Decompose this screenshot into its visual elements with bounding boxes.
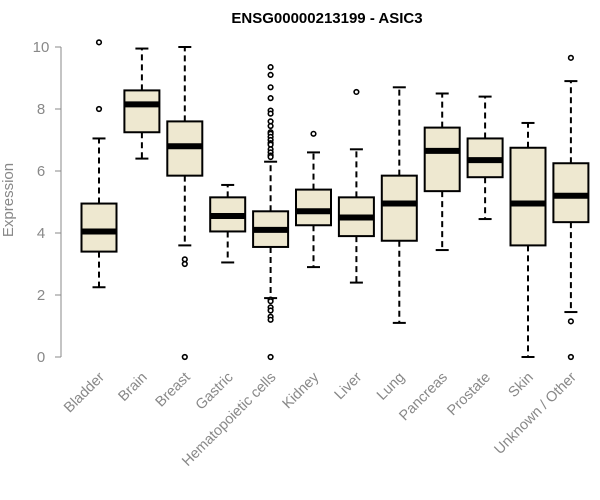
- y-axis-label: Expression: [0, 163, 17, 237]
- outlier-point: [267, 110, 274, 117]
- x-tick-label: Prostate: [444, 370, 493, 419]
- box-group: [295, 130, 332, 269]
- outlier-point: [567, 353, 575, 361]
- y-tick-label: 4: [37, 225, 45, 242]
- outlier-point: [267, 316, 274, 323]
- chart-title: ENSG00000213199 - ASIC3: [231, 10, 422, 27]
- box-group: [166, 46, 204, 361]
- outlier-point: [267, 153, 274, 161]
- box-iqr: [552, 162, 590, 224]
- outlier-point: [181, 260, 188, 268]
- x-tick-label: Breast: [153, 370, 194, 411]
- outlier-point: [181, 353, 188, 361]
- box-iqr: [423, 126, 461, 193]
- box-group: [380, 86, 418, 324]
- box-group: [337, 88, 375, 284]
- y-tick-label: 10: [33, 39, 50, 56]
- x-tick-label: Unknown / Other: [491, 369, 579, 457]
- y-tick-label: 2: [37, 287, 45, 304]
- y-tick-label: 8: [37, 101, 45, 118]
- outlier-point: [567, 54, 575, 61]
- outlier-point: [267, 298, 274, 305]
- x-tick-label: Lung: [374, 370, 408, 404]
- box-group: [252, 64, 290, 361]
- box-iqr: [380, 174, 418, 242]
- plot-area: [80, 39, 590, 361]
- y-tick-label: 6: [37, 163, 45, 180]
- box-group: [466, 95, 504, 221]
- outlier-point: [95, 105, 103, 113]
- outlier-point: [267, 353, 274, 361]
- outlier-point: [267, 122, 274, 130]
- outlier-point: [267, 95, 274, 102]
- box-group: [423, 92, 461, 252]
- box-group: [80, 39, 118, 289]
- x-tick-label: Skin: [506, 370, 537, 401]
- box-group: [552, 54, 590, 361]
- outlier-point: [267, 64, 274, 71]
- x-tick-label: Kidney: [280, 369, 323, 412]
- box-group: [123, 47, 161, 160]
- y-tick-label: 0: [37, 349, 45, 366]
- box-iqr: [80, 202, 118, 253]
- outlier-point: [310, 130, 317, 137]
- box-iqr: [123, 89, 161, 134]
- box-group: [209, 183, 247, 264]
- box-iqr: [509, 146, 547, 247]
- x-tick-label: Liver: [332, 369, 366, 403]
- outlier-point: [267, 84, 274, 91]
- outlier-point: [567, 318, 575, 325]
- outlier-point: [267, 71, 274, 78]
- y-axis: 0 2 4 6 8 10: [33, 39, 62, 366]
- box-group: [509, 121, 547, 358]
- x-tick-label: Bladder: [61, 369, 108, 416]
- outlier-point: [353, 88, 360, 96]
- outlier-point: [267, 307, 274, 314]
- outlier-point: [95, 39, 103, 46]
- box-iqr: [295, 188, 332, 227]
- x-tick-label: Brain: [115, 370, 150, 405]
